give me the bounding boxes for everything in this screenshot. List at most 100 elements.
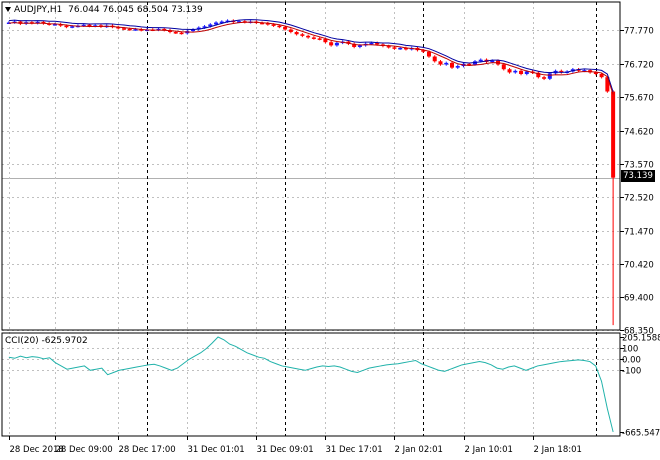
dropdown-triangle-icon[interactable] [5, 7, 11, 12]
candle-body [507, 69, 512, 73]
candle-body [265, 23, 270, 25]
candle-body [64, 25, 69, 28]
candle-body [18, 21, 23, 24]
candle-body [208, 24, 213, 27]
candle-body [444, 62, 449, 65]
candle-body [403, 47, 408, 50]
price-tick-label: 71.470 [624, 228, 654, 238]
time-tick-label: 28 Dec 2018 [10, 445, 64, 455]
current-price-tag: 73.139 [621, 170, 655, 182]
candle-body [196, 27, 201, 30]
time-tick-label: 2 Jan 18:01 [534, 445, 582, 455]
candle-body [501, 64, 506, 70]
price-tick-label: 75.670 [624, 94, 654, 104]
price-tick-label: 68.350 [624, 327, 654, 337]
cci-tick-label: -100 [622, 367, 641, 377]
candle-body [283, 26, 288, 30]
candle-body [490, 60, 495, 63]
candle-body [41, 21, 46, 24]
candle-body [519, 70, 524, 75]
candle-body [179, 32, 184, 35]
candle-body [524, 71, 529, 75]
cci-line [8, 336, 614, 433]
candle-body [334, 42, 339, 46]
candle-body [116, 26, 121, 29]
candle-body [133, 29, 138, 31]
cci-tick-label: -665.5478 [622, 429, 660, 439]
time-tick-label: 2 Jan 02:01 [395, 445, 443, 455]
candle-body [300, 34, 305, 36]
candle-body [357, 45, 362, 47]
candle-body [329, 42, 334, 46]
candle-body [432, 56, 437, 62]
candle-body [294, 32, 299, 35]
candle-body [542, 77, 547, 79]
candle-body [237, 21, 242, 23]
candles-layer [6, 19, 616, 326]
candle-body [449, 62, 454, 68]
time-tick-label: 28 Dec 09:00 [56, 445, 113, 455]
price-pane-border [1, 1, 621, 331]
candle-body [559, 70, 564, 73]
moving-average-layer [8, 19, 614, 95]
candle-body [438, 61, 443, 65]
candle-body [392, 47, 397, 49]
price-tick-label: 70.420 [624, 261, 654, 271]
candle-body [191, 29, 196, 32]
candle-body [214, 22, 219, 25]
price-tick-label: 76.720 [624, 61, 654, 71]
candle-body [173, 32, 178, 34]
candle-body [467, 63, 472, 66]
cci-tick-label: 205.1588 [622, 334, 660, 344]
symbol-timeframe: AUDJPY,H1 [14, 5, 63, 15]
ohlc-header: AUDJPY,H1 76.044 76.045 68.504 73.139 [5, 5, 203, 15]
candle-body [536, 72, 541, 78]
ma-upper-line [8, 19, 614, 93]
candle-body [121, 28, 126, 30]
candle-body [323, 39, 328, 43]
time-tick-label: 31 Dec 01:01 [188, 445, 245, 455]
candle-body [288, 29, 293, 33]
cci-tick-label: 0.00 [622, 356, 641, 366]
candle-body [547, 73, 552, 79]
candle-body [421, 50, 426, 52]
candle-body [599, 74, 604, 78]
cci-indicator-label: CCI(20) -625.9702 [5, 336, 88, 346]
candle-body [277, 25, 282, 28]
candle-body [271, 24, 276, 26]
candle-body [35, 21, 40, 24]
price-tick-label: 69.400 [624, 294, 654, 304]
candle-body [202, 26, 207, 28]
candle-body [605, 77, 610, 92]
cci-line-layer [8, 336, 614, 433]
time-tick-label: 28 Dec 17:00 [119, 445, 176, 455]
cci-pane-border [1, 332, 621, 437]
ma-lower-line [8, 21, 614, 95]
candle-body [513, 70, 518, 73]
price-tick-label: 73.570 [624, 161, 654, 171]
session-separators [147, 2, 597, 436]
candle-body [593, 72, 598, 75]
time-tick-label: 31 Dec 09:01 [257, 445, 314, 455]
candle-body [352, 43, 357, 47]
candle-body [81, 24, 86, 27]
candle-body [582, 70, 587, 72]
candle-body [52, 24, 57, 26]
candle-body [70, 26, 75, 28]
candle-body [225, 20, 230, 23]
candle-body [375, 42, 380, 45]
chart-grid [2, 2, 620, 436]
price-tick-label: 72.520 [624, 194, 654, 204]
candle-body [311, 37, 316, 39]
ohlc-values: 76.044 76.045 68.504 73.139 [68, 5, 203, 15]
candle-body [219, 21, 224, 24]
candle-body [478, 59, 483, 62]
cci-tick-label: 100 [622, 345, 638, 355]
candle-body [611, 91, 616, 178]
candle-body [398, 47, 403, 50]
candle-body [260, 22, 265, 25]
candle-body [156, 28, 161, 31]
candle-body [306, 35, 311, 38]
